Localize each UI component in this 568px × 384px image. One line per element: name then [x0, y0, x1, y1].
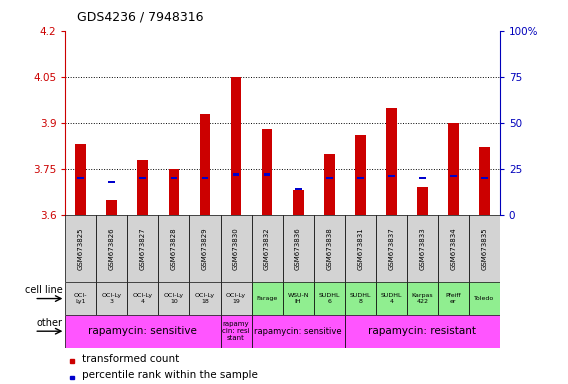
FancyBboxPatch shape: [127, 282, 158, 315]
FancyBboxPatch shape: [469, 215, 500, 282]
Text: GSM673830: GSM673830: [233, 227, 239, 270]
Bar: [169, 169, 179, 215]
Text: GSM673831: GSM673831: [357, 227, 363, 270]
Text: Farage: Farage: [256, 296, 278, 301]
FancyBboxPatch shape: [252, 282, 283, 315]
FancyBboxPatch shape: [283, 215, 314, 282]
Text: GSM673837: GSM673837: [388, 227, 394, 270]
FancyBboxPatch shape: [375, 215, 407, 282]
Text: rapamycin: sensitive: rapamycin: sensitive: [89, 326, 197, 336]
Bar: [106, 200, 118, 215]
Bar: [325, 177, 332, 179]
Bar: [417, 187, 428, 215]
FancyBboxPatch shape: [220, 315, 252, 348]
Text: GSM673826: GSM673826: [109, 227, 115, 270]
FancyBboxPatch shape: [438, 282, 469, 315]
Bar: [264, 174, 270, 175]
Bar: [140, 177, 147, 179]
FancyBboxPatch shape: [127, 215, 158, 282]
Bar: [108, 181, 115, 183]
FancyBboxPatch shape: [65, 215, 97, 282]
FancyBboxPatch shape: [314, 215, 345, 282]
Text: GSM673833: GSM673833: [419, 227, 425, 270]
Text: GSM673838: GSM673838: [326, 227, 332, 270]
Text: cell line: cell line: [25, 285, 62, 295]
Text: GSM673832: GSM673832: [264, 227, 270, 270]
FancyBboxPatch shape: [65, 282, 97, 315]
FancyBboxPatch shape: [438, 215, 469, 282]
Text: SUDHL
6: SUDHL 6: [319, 293, 340, 304]
Text: SUDHL
8: SUDHL 8: [349, 293, 371, 304]
Text: transformed count: transformed count: [82, 354, 179, 364]
Text: rapamycin: resistant: rapamycin: resistant: [368, 326, 476, 336]
Bar: [324, 154, 335, 215]
Bar: [357, 177, 364, 179]
Text: OCI-
Ly1: OCI- Ly1: [74, 293, 87, 304]
Bar: [70, 376, 74, 379]
FancyBboxPatch shape: [345, 215, 375, 282]
Text: rapamycin: sensitive: rapamycin: sensitive: [254, 327, 342, 336]
Text: OCI-Ly
3: OCI-Ly 3: [102, 293, 122, 304]
Bar: [293, 190, 303, 215]
Text: OCI-Ly
18: OCI-Ly 18: [195, 293, 215, 304]
Bar: [481, 177, 488, 179]
Bar: [202, 177, 208, 179]
Bar: [170, 177, 177, 179]
Text: GSM673829: GSM673829: [202, 227, 208, 270]
Text: Karpas
422: Karpas 422: [411, 293, 433, 304]
Bar: [355, 135, 366, 215]
FancyBboxPatch shape: [158, 215, 190, 282]
FancyBboxPatch shape: [407, 215, 438, 282]
FancyBboxPatch shape: [97, 282, 127, 315]
FancyBboxPatch shape: [220, 282, 252, 315]
FancyBboxPatch shape: [345, 282, 375, 315]
FancyBboxPatch shape: [407, 282, 438, 315]
FancyBboxPatch shape: [469, 282, 500, 315]
Text: WSU-N
IH: WSU-N IH: [287, 293, 309, 304]
FancyBboxPatch shape: [314, 282, 345, 315]
Bar: [199, 114, 210, 215]
Text: rapamy
cin: resi
stant: rapamy cin: resi stant: [222, 321, 250, 341]
Text: Pfeiff
er: Pfeiff er: [445, 293, 461, 304]
Bar: [231, 77, 241, 215]
FancyBboxPatch shape: [190, 282, 220, 315]
Bar: [137, 160, 148, 215]
Bar: [450, 175, 457, 177]
Bar: [479, 147, 490, 215]
FancyBboxPatch shape: [158, 282, 190, 315]
FancyBboxPatch shape: [190, 215, 220, 282]
Bar: [419, 177, 425, 179]
FancyBboxPatch shape: [283, 282, 314, 315]
Text: GSM673827: GSM673827: [140, 227, 146, 270]
Text: SUDHL
4: SUDHL 4: [381, 293, 402, 304]
FancyBboxPatch shape: [65, 315, 220, 348]
Bar: [76, 144, 86, 215]
Text: OCI-Ly
4: OCI-Ly 4: [133, 293, 153, 304]
Text: GSM673836: GSM673836: [295, 227, 301, 270]
FancyBboxPatch shape: [220, 215, 252, 282]
Text: OCI-Ly
19: OCI-Ly 19: [226, 293, 246, 304]
Bar: [70, 359, 74, 363]
Text: GSM673825: GSM673825: [78, 227, 84, 270]
Text: GDS4236 / 7948316: GDS4236 / 7948316: [77, 10, 203, 23]
Text: Toledo: Toledo: [474, 296, 495, 301]
Text: GSM673834: GSM673834: [450, 227, 456, 270]
Bar: [295, 188, 302, 190]
Bar: [386, 108, 396, 215]
FancyBboxPatch shape: [375, 282, 407, 315]
Bar: [77, 177, 84, 179]
Bar: [262, 129, 273, 215]
Text: GSM673828: GSM673828: [171, 227, 177, 270]
FancyBboxPatch shape: [252, 315, 345, 348]
Text: OCI-Ly
10: OCI-Ly 10: [164, 293, 184, 304]
Text: GSM673835: GSM673835: [481, 227, 487, 270]
FancyBboxPatch shape: [97, 215, 127, 282]
Bar: [448, 123, 459, 215]
FancyBboxPatch shape: [345, 315, 500, 348]
Text: percentile rank within the sample: percentile rank within the sample: [82, 370, 258, 380]
Bar: [388, 175, 395, 177]
FancyBboxPatch shape: [252, 215, 283, 282]
Bar: [233, 174, 240, 175]
Text: other: other: [36, 318, 62, 328]
